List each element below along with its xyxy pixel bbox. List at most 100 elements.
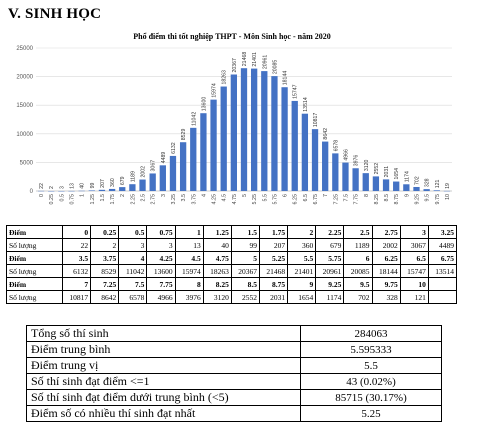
bar bbox=[251, 68, 258, 191]
x-tick-label: 6.75 bbox=[313, 194, 319, 205]
count-cell: 18263 bbox=[202, 264, 232, 278]
stat-value: 284063 bbox=[300, 325, 442, 342]
bar bbox=[311, 129, 319, 191]
row-label-count: Số lượng bbox=[6, 290, 63, 304]
count-cell: 8529 bbox=[90, 264, 120, 278]
count-cell: 3 bbox=[118, 238, 148, 252]
y-tick-label: 15000 bbox=[16, 103, 33, 109]
score-cell: 4 bbox=[118, 251, 148, 265]
chart-title: Phổ điểm thi tốt nghiệp THPT - Môn Sinh … bbox=[133, 32, 331, 41]
x-axis-ticks: 0 0.25 0.5 0.75 1 1.25 1.5 1.75 2 2.25 2.5 2.75 3 3.2… bbox=[39, 194, 451, 205]
bar bbox=[423, 189, 430, 191]
data-label: 6578 bbox=[333, 140, 339, 152]
count-cell: 21401 bbox=[287, 264, 317, 278]
score-cell: 3 bbox=[399, 225, 429, 239]
bar bbox=[88, 190, 95, 191]
x-tick-label: 0.75 bbox=[70, 194, 76, 205]
bar bbox=[230, 74, 237, 191]
count-cell: 15974 bbox=[174, 264, 204, 278]
data-label: 13514 bbox=[303, 97, 309, 112]
count-row: Số lượng 6132 8529 11042 13600 15974 18263 2036… bbox=[6, 264, 458, 278]
count-cell: 679 bbox=[315, 238, 345, 252]
count-cell: 207 bbox=[258, 238, 289, 252]
score-row: Điểm 0 0.25 0.5 0.75 1 1.25 1.5 1.75 2 2.25 2.5 2.75… bbox=[6, 225, 458, 239]
stat-value: 85715 (30.17%) bbox=[300, 389, 442, 406]
count-cell: 4966 bbox=[146, 290, 176, 304]
stat-value: 43 (0.02%) bbox=[300, 373, 442, 390]
score-cell: 7 bbox=[61, 277, 92, 291]
x-tick-label: 6.5 bbox=[303, 194, 309, 202]
score-cell: 6 bbox=[343, 251, 373, 265]
bar bbox=[362, 173, 369, 191]
data-label: 11042 bbox=[191, 112, 197, 126]
score-cell: 7.5 bbox=[118, 277, 148, 291]
count-cell: 6132 bbox=[61, 264, 92, 278]
count-cell: 3976 bbox=[174, 290, 204, 304]
count-cell: 20367 bbox=[230, 264, 260, 278]
bar bbox=[301, 113, 309, 191]
bar bbox=[382, 179, 390, 191]
data-label: 19 bbox=[445, 183, 451, 189]
bar bbox=[261, 71, 268, 191]
score-cell: 8.5 bbox=[230, 277, 260, 291]
data-label: 8529 bbox=[181, 129, 187, 141]
data-label: 10817 bbox=[313, 113, 319, 128]
x-tick-label: 1.25 bbox=[90, 194, 96, 205]
data-label: 328 bbox=[425, 178, 431, 187]
score-cell: 2.25 bbox=[315, 225, 345, 239]
bar bbox=[200, 113, 207, 191]
bar bbox=[210, 99, 217, 191]
x-tick-label: 3.75 bbox=[191, 194, 197, 205]
row-label-score: Điểm bbox=[6, 277, 63, 291]
count-cell: 99 bbox=[230, 238, 260, 252]
x-tick-label: 4.5 bbox=[222, 194, 228, 202]
count-cell: 3 bbox=[146, 238, 176, 252]
x-tick-label: 0.5 bbox=[59, 194, 65, 202]
stat-label: Điểm trung vị bbox=[26, 357, 301, 374]
x-tick-label: 8 bbox=[364, 194, 370, 197]
bar bbox=[322, 141, 329, 191]
bar bbox=[179, 142, 187, 191]
bar bbox=[240, 68, 248, 191]
score-cell bbox=[427, 277, 458, 291]
score-cell: 8.75 bbox=[258, 277, 289, 291]
data-label: 15747 bbox=[293, 84, 299, 99]
count-cell: 20085 bbox=[343, 264, 373, 278]
stat-value: 5.5 bbox=[300, 357, 442, 374]
row-label-count: Số lượng bbox=[6, 238, 63, 252]
x-tick-label: 3.25 bbox=[171, 194, 177, 205]
score-cell: 9.25 bbox=[315, 277, 345, 291]
x-tick-label: 3.5 bbox=[181, 194, 187, 202]
score-cell: 3.75 bbox=[90, 251, 120, 265]
y-tick-label: 20000 bbox=[16, 75, 33, 81]
y-tick-label: 5000 bbox=[20, 160, 34, 166]
bar bbox=[108, 188, 116, 191]
bar bbox=[393, 181, 400, 191]
statistics-table: Tổng số thí sinh 284063 Điểm trung bình 5.5… bbox=[26, 325, 442, 422]
stat-row: Điểm trung vị 5.5 bbox=[26, 357, 442, 374]
score-cell: 5.25 bbox=[258, 251, 289, 265]
data-label: 4966 bbox=[343, 149, 349, 161]
x-tick-label: 1.75 bbox=[110, 194, 116, 205]
count-cell: 13514 bbox=[427, 264, 458, 278]
x-tick-label: 6.25 bbox=[293, 194, 299, 205]
bar bbox=[403, 184, 410, 191]
count-cell: 13 bbox=[174, 238, 204, 252]
x-tick-label: 2.75 bbox=[151, 194, 157, 205]
data-label: 121 bbox=[435, 180, 441, 189]
count-cell: 3067 bbox=[399, 238, 429, 252]
bars bbox=[37, 68, 451, 192]
score-cell: 9.75 bbox=[371, 277, 401, 291]
data-label: 13 bbox=[70, 183, 76, 189]
x-tick-label: 0 bbox=[39, 194, 45, 197]
score-cell: 8 bbox=[174, 277, 204, 291]
score-cell: 3.25 bbox=[427, 225, 458, 239]
y-tick-label: 25000 bbox=[16, 46, 33, 52]
data-label: 360 bbox=[110, 178, 116, 187]
data-label: 18144 bbox=[283, 71, 289, 86]
bar bbox=[332, 153, 339, 191]
x-tick-label: 5 bbox=[242, 194, 248, 197]
count-cell: 11042 bbox=[118, 264, 148, 278]
stat-row: Điểm số có nhiều thí sinh đạt nhất 5.25 bbox=[26, 405, 442, 422]
bar bbox=[190, 127, 197, 191]
